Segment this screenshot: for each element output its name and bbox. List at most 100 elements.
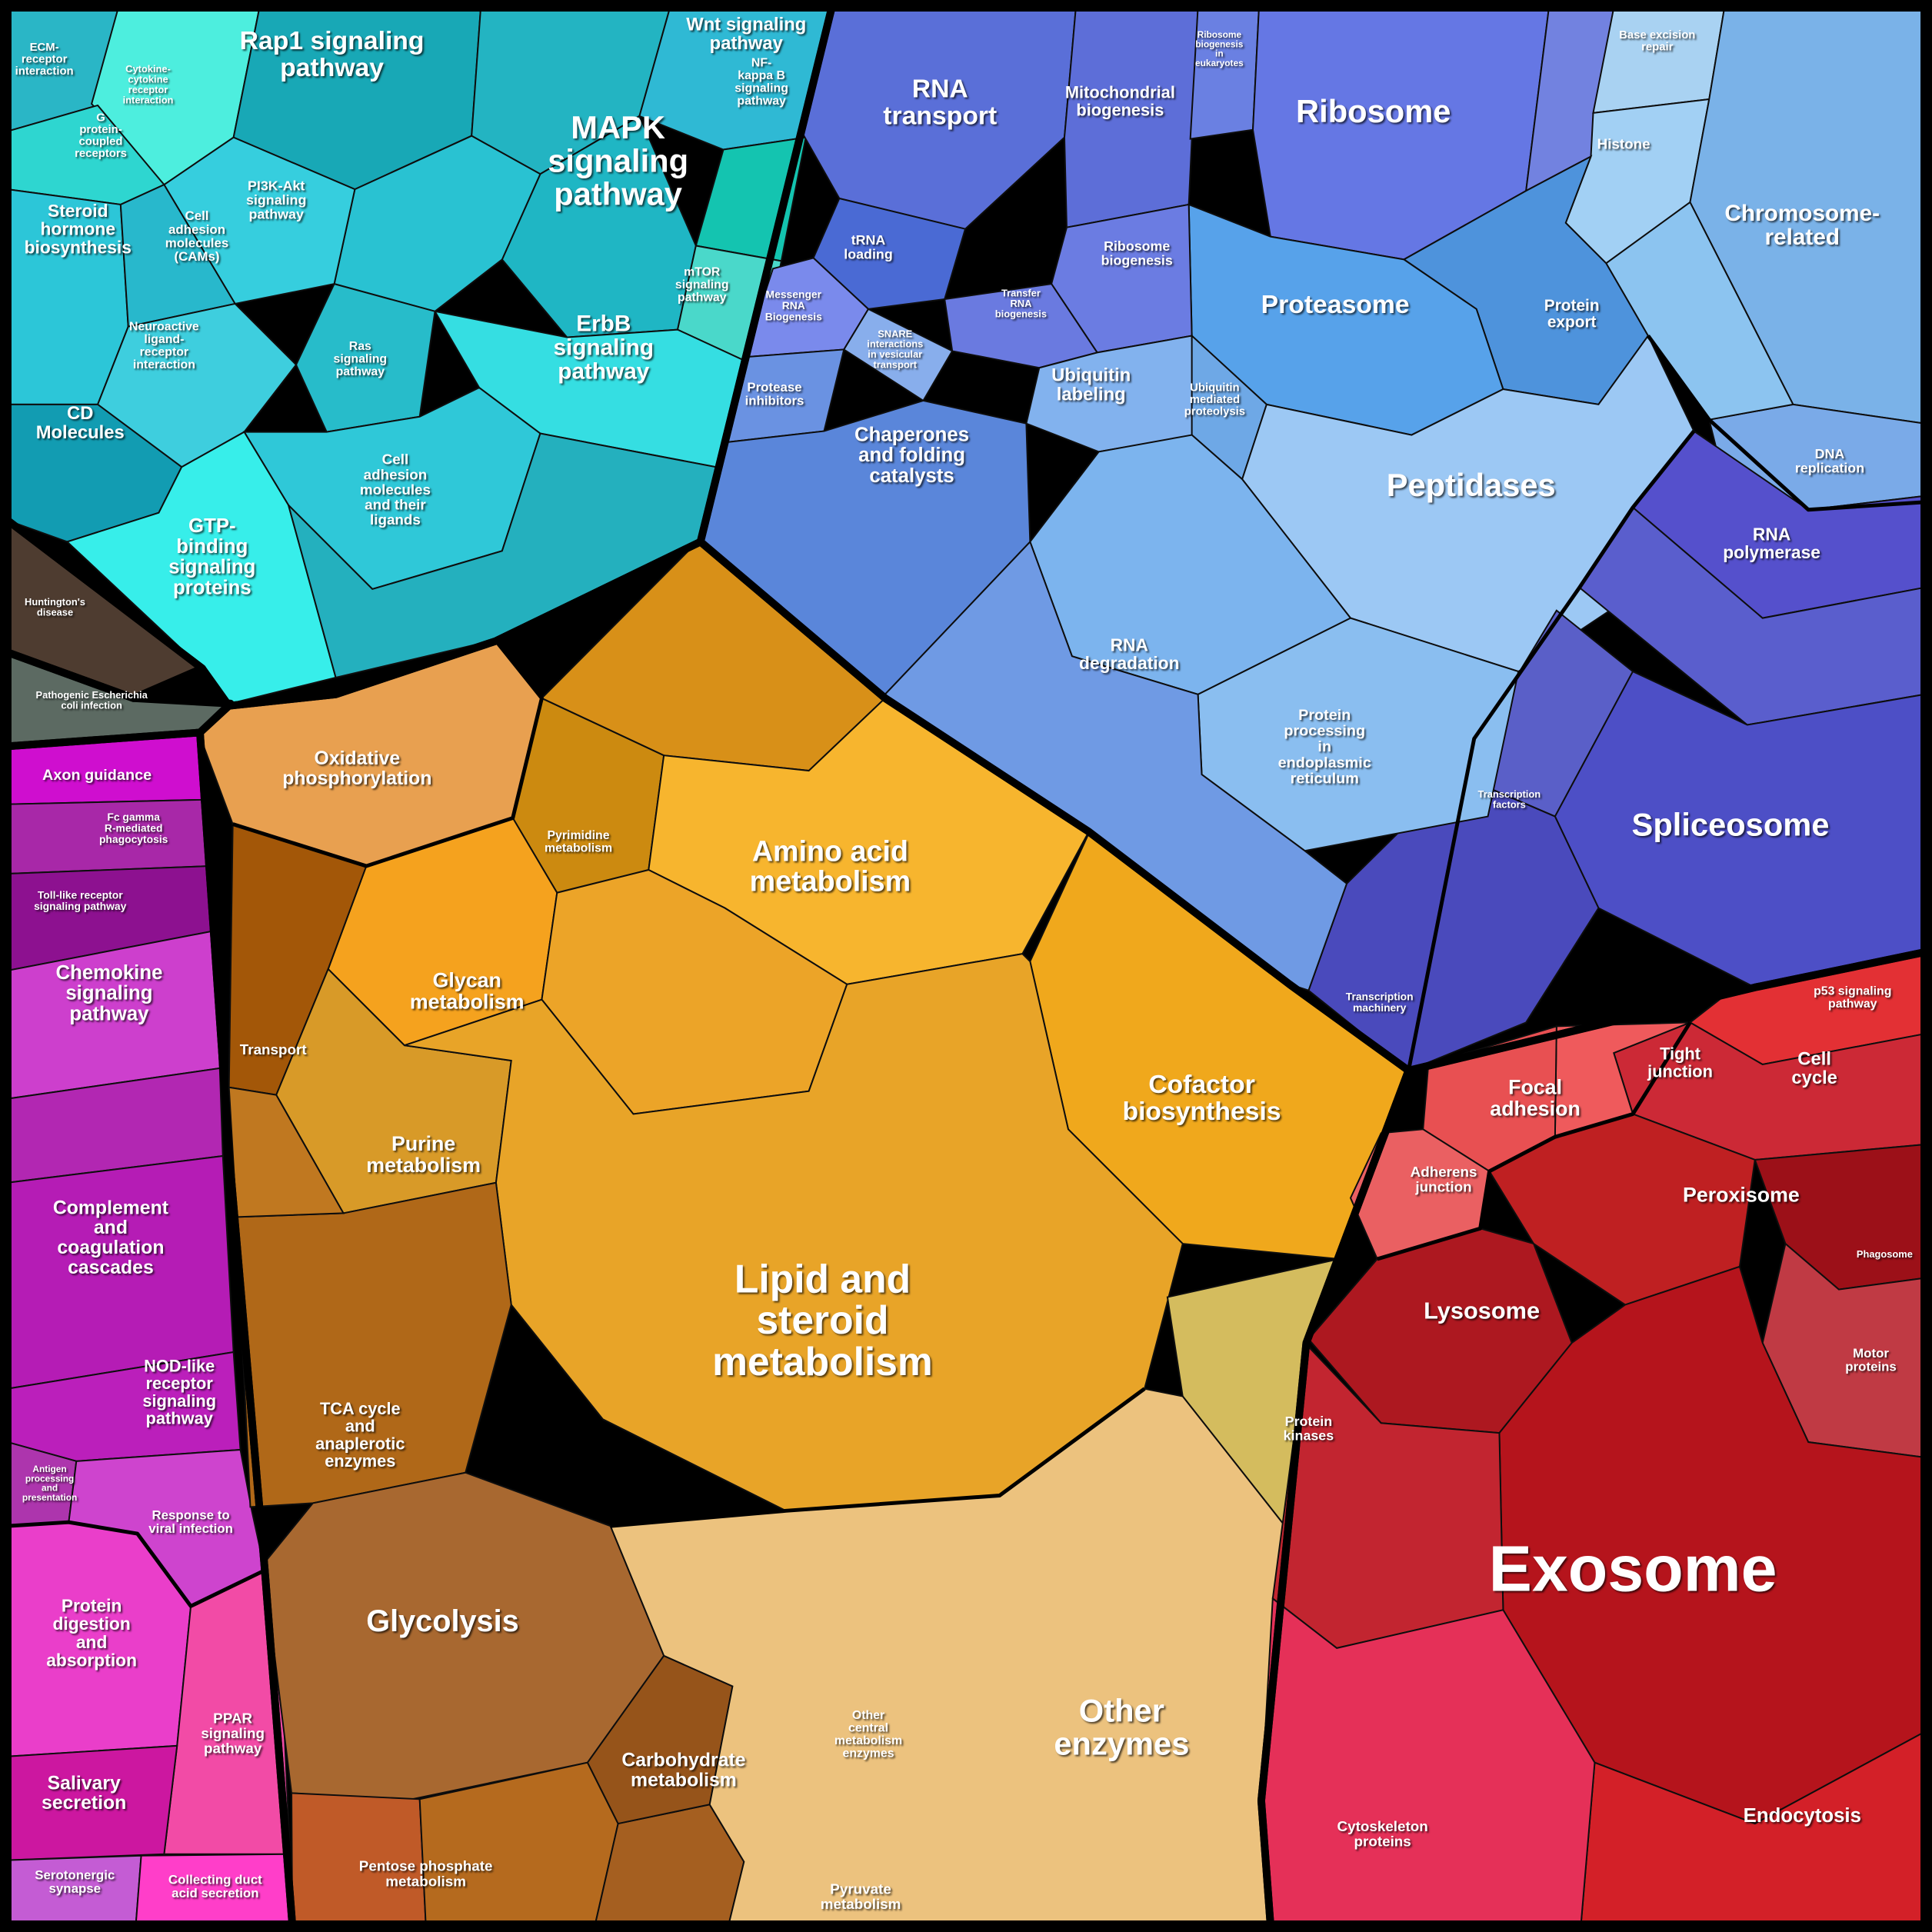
label-snare-interactions-in-vesicular-transport: SNARE interactions in vesicular transport [867,328,923,370]
label-lipid-and-steroid-metabolism: Lipid and steroid metabolism [712,1257,933,1384]
label-cd-molecules: CD Molecules [36,403,125,443]
label-chaperones-and-folding-catalysts: Chaperones and folding catalysts [854,424,969,487]
label-ribosome-biogenesis: Ribosome biogenesis [1101,238,1173,268]
label-huntingtons-disease: Huntington's disease [25,596,85,618]
label-chromosome-related: Chromosome-related [1724,201,1880,250]
label-cell-adhesion-molecules-and-their-ligands: Cell adhesion molecules and their ligands [360,451,431,528]
label-steroid-hormone-biosynthesis: Steroid hormone biosynthesis [25,201,132,257]
label-nod-like-receptor-signaling-pathway: NOD-like receptor signaling pathway [142,1356,216,1427]
label-carbohydrate-metabolism: Carbohydrate metabolism [621,1750,745,1791]
label-motor-proteins: Motor proteins [1845,1346,1897,1374]
label-serotonergic-synapse: Serotonergic synapse [35,1868,115,1897]
label-mapk-signaling-pathway: MAPK signaling pathway [548,109,688,212]
label-rna-degradation: RNA degradation [1079,635,1179,673]
cell-trna-loading[interactable] [812,197,967,310]
label-cell-adhesion-molecules-cams: Cell adhesion molecules (CAMs) [165,208,228,264]
border-other-enzymes-group [610,1387,1146,1528]
label-dna-replication: DNA replication [1795,446,1864,476]
cell-ribosome-biogenesis-in-eukaryotes[interactable] [1189,7,1260,140]
cell-base-excision-repair[interactable] [1592,7,1726,115]
label-peroxisome: Peroxisome [1683,1184,1800,1207]
label-rap1-signaling-pathway: Rap1 signaling pathway [240,26,425,82]
label-other-central-metabolism-enzymes: Other central metabolism enzymes [834,1709,902,1760]
label-gtp-binding-signaling-proteins: GTP-binding signaling proteins [168,515,255,598]
label-mitochondrial-biogenesis: Mitochondrial biogenesis [1065,83,1175,120]
label-glycan-metabolism: Glycan metabolism [410,969,525,1014]
label-purine-metabolism: Purine metabolism [366,1132,481,1177]
label-ubiquitin-mediated-proteolysis: Ubiquitin mediated proteolysis [1184,381,1245,418]
label-neuroactive-ligand-receptor-interaction: Neuroactive ligand-receptor interaction [129,321,199,372]
label-fc-gamma-r-mediated-phagocytosis: Fc gamma R-mediated phagocytosis [99,811,168,845]
label-oxidative-phosphorylation: Oxidative phosphorylation [282,748,431,789]
label-chemokine-signaling-pathway: Chemokine signaling pathway [55,962,162,1025]
label-transcription-machinery: Transcription machinery [1346,990,1414,1013]
label-wnt-signaling-pathway: Wnt signaling pathway [686,14,806,54]
label-ras-signaling-pathway: Ras signaling pathway [334,340,388,378]
label-pathogenic-escherichia-coli-infection: Pathogenic Escherichia coli infection [35,689,148,711]
border-digestion-group [7,1520,266,1608]
label-endocytosis: Endocytosis [1744,1805,1861,1827]
label-complement-and-coagulation-cascades: Complement and coagulation cascades [53,1198,168,1277]
label-phagosome: Phagosome [1857,1248,1913,1260]
label-pi3k-akt-signaling-pathway: PI3K-Akt signaling pathway [246,178,306,222]
label-histone: Histone [1597,136,1651,152]
label-ribosome-biogenesis-in-eukaryotes: Ribosome biogenesis in eukaryotes [1195,29,1244,68]
label-cofactor-biosynthesis: Cofactor biosynthesis [1122,1070,1281,1126]
label-mtor-signaling-pathway: mTOR signaling pathway [675,266,729,305]
label-ribosome: Ribosome [1296,93,1451,129]
labels-layer: ECM-receptor interaction Cytokine-cytokine… [15,14,1913,1912]
border-oxidative-group [228,638,544,868]
label-antigen-processing-and-presentation: Antigen processing and presentation [22,1464,77,1503]
border-transcription-group [1406,430,1696,1071]
label-response-to-viral-infection: Response to viral infection [148,1507,233,1536]
label-pyrimidine-metabolism: Pyrimidine metabolism [545,829,612,855]
label-salivary-secretion: Salivary secretion [42,1773,126,1814]
label-protease-inhibitors: Protease inhibitors [745,380,804,408]
label-protein-kinases: Protein kinases [1284,1414,1334,1444]
label-axon-guidance: Axon guidance [42,767,152,784]
label-spliceosome: Spliceosome [1632,806,1830,842]
label-exosome: Exosome [1489,1532,1777,1604]
label-lysosome: Lysosome [1424,1297,1540,1324]
label-p53-signaling-pathway: p53 signaling pathway [1814,984,1891,1011]
label-ecm-receptor-interaction: ECM-receptor interaction [15,42,74,78]
treemap-root: ECM-receptor interaction Cytokine-cytokine… [4,4,1928,1928]
label-base-excision-repair: Base excision repair [1619,29,1695,53]
label-toll-like-receptor-signaling-pathway: Toll-like receptor signaling pathway [34,888,127,911]
label-amino-acid-metabolism: Amino acid metabolism [750,834,911,897]
label-adherens-junction: Adherens junction [1411,1164,1477,1195]
label-glycolysis: Glycolysis [366,1604,518,1638]
label-protein-digestion-and-absorption: Protein digestion and absorption [46,1595,137,1670]
label-tca-cycle-and-anaplerotic-enzymes: TCA cycle and anaplerotic enzymes [315,1399,405,1471]
label-peptidases: Peptidases [1387,467,1556,503]
label-transport: Transport [240,1041,308,1058]
label-transfer-rna-biogenesis: Transfer RNA biogenesis [995,287,1047,319]
label-pyruvate-metabolism: Pyruvate metabolism [821,1880,901,1912]
border-chromosome-group [1646,335,1925,512]
label-proteasome: Proteasome [1261,290,1410,319]
label-transcription-factors: Transcription factors [1478,788,1541,810]
label-rna-polymerase: RNA polymerase [1723,524,1820,562]
cell-pi3k-akt-signaling-pathway[interactable] [163,136,356,305]
label-ppar-signaling-pathway: PPAR signaling pathway [201,1710,265,1756]
label-other-enzymes: Other enzymes [1054,1692,1189,1761]
border-junction-group [1377,1021,1692,1261]
label-pentose-phosphate-metabolism: Pentose phosphate metabolism [359,1858,493,1890]
label-cytoskeleton-proteins: Cytoskeleton proteins [1337,1818,1428,1850]
label-focal-adhesion: Focal adhesion [1490,1076,1580,1121]
border-red-region [1257,948,1928,1928]
label-trna-loading: tRNA loading [844,232,892,262]
label-ubiquitin-labeling: Ubiquitin labeling [1051,365,1131,405]
label-tight-junction: Tight junction [1647,1044,1713,1081]
label-collecting-duct-acid-secretion: Collecting duct acid secretion [168,1873,262,1901]
label-rna-transport: RNA transport [883,74,997,130]
label-cytokine-cytokine-receptor-interaction: Cytokine-cytokine receptor interaction [123,63,174,105]
label-messenger-rna-biogenesis: Messenger RNA Biogenesis [765,288,822,322]
label-protein-export: Protein export [1544,297,1600,331]
label-protein-processing-in-endoplasmic-reticulum: Protein processing in endoplasmic reticulum [1278,707,1371,788]
label-erbb-signaling-pathway: ErbB signaling pathway [553,311,654,384]
borders-layer [4,4,1928,1928]
